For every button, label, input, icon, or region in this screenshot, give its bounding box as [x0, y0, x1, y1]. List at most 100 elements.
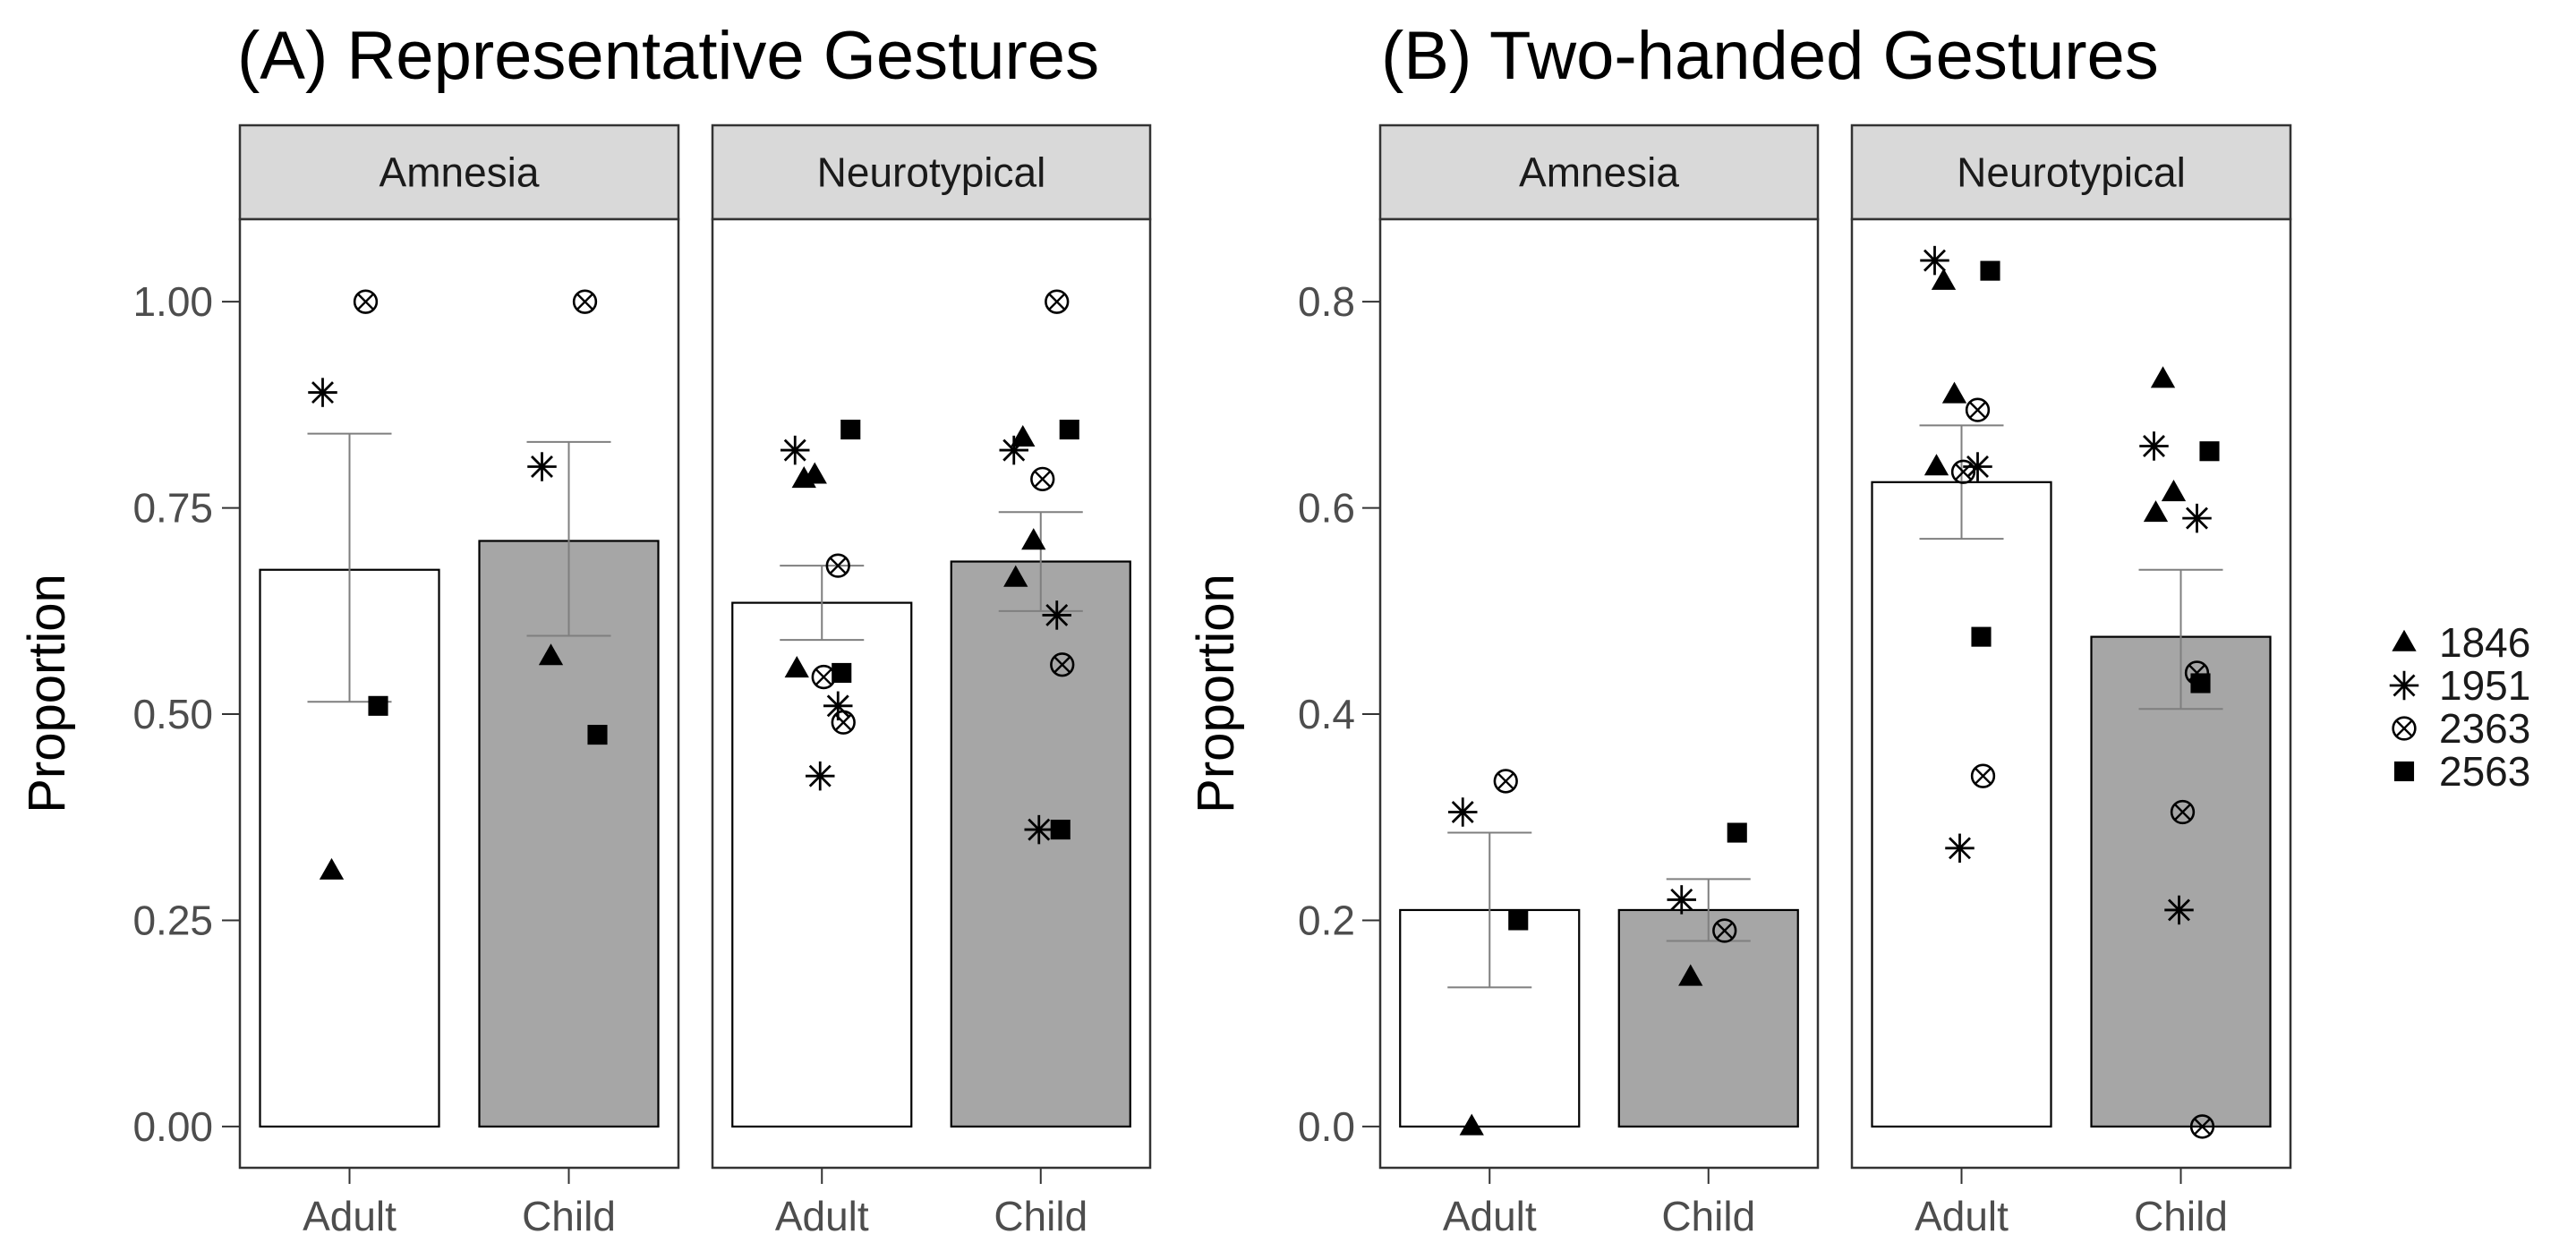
- facet-panel-border: [238, 217, 680, 1170]
- marker-cross-line: [1497, 772, 1514, 790]
- marker-cross-line: [1969, 401, 1986, 419]
- error-bar: [526, 440, 611, 637]
- data-point-2363: [1950, 459, 1976, 484]
- facet-strip-label: Neurotypical: [817, 149, 1046, 196]
- data-point-2363: [1965, 397, 1991, 422]
- marker-circle: [1030, 466, 1055, 491]
- marker-circle: [1712, 918, 1737, 943]
- marker-asterisk-line: [2186, 506, 2208, 530]
- marker-asterisk-line: [2393, 674, 2416, 697]
- data-point-2563: [832, 662, 852, 684]
- x-tick-label: Child: [994, 1193, 1088, 1239]
- data-point-1846: [1021, 528, 1046, 550]
- legend-marker-triangle: [2392, 629, 2417, 651]
- legend-marker-asterisk: [2389, 670, 2419, 701]
- x-tick-label: Adult: [775, 1193, 869, 1239]
- y-tick-label: 0.4: [1298, 691, 1355, 737]
- data-point-1951: [1667, 885, 1696, 915]
- data-point-2563: [1980, 260, 2000, 281]
- facet-strip: [1378, 123, 1820, 221]
- data-point-2363: [831, 710, 856, 735]
- legend-label: 2363: [2439, 705, 2530, 752]
- y-tick-label: 0.2: [1298, 897, 1355, 943]
- facet-strip: [1850, 123, 2292, 221]
- facet-panel-border: [1378, 217, 1820, 1170]
- bar-child: [478, 540, 660, 1128]
- y-tick-label: 0.8: [1298, 278, 1355, 325]
- data-point-2363: [2170, 799, 2196, 825]
- y-tick-label: 1.00: [132, 278, 213, 325]
- data-point-1951: [999, 435, 1028, 465]
- data-point-1846: [1003, 565, 1028, 587]
- marker-cross-line: [1053, 656, 1071, 674]
- data-point-2563: [1059, 419, 1079, 440]
- marker-cross-line: [357, 293, 374, 311]
- y-tick-label: 0.6: [1298, 485, 1355, 532]
- marker-asterisk-line: [1923, 249, 1946, 272]
- facet-strip-label: Neurotypical: [1957, 149, 2186, 196]
- y-axis-title: Proportion: [1187, 574, 1245, 813]
- marker-asterisk-line: [783, 438, 806, 462]
- legend-entry-1951: 1951: [2389, 662, 2530, 709]
- x-tick-label: Child: [522, 1193, 616, 1239]
- data-point-2563: [1971, 626, 1992, 647]
- marker-asterisk-line: [808, 764, 832, 787]
- marker-circle: [2392, 716, 2417, 741]
- legend-label: 2563: [2439, 748, 2530, 795]
- bar-child: [2090, 635, 2272, 1128]
- data-point-1951: [780, 435, 810, 465]
- facet-neurotypical: Neurotypical Adult Child: [1850, 123, 2292, 1239]
- marker-cross-line: [1975, 767, 1992, 785]
- legend-label: 1846: [2439, 619, 2530, 666]
- marker-asterisk-line: [531, 455, 553, 479]
- data-point-1951: [1024, 814, 1053, 845]
- marker-cross-line: [1048, 293, 1066, 311]
- data-point-1951: [1920, 245, 1949, 276]
- marker-circle: [353, 289, 379, 314]
- y-tick-label: 0.25: [132, 897, 213, 943]
- chart-title: (B) Two-handed Gestures: [1381, 18, 2159, 94]
- facet-strip-label: Amnesia: [380, 149, 540, 196]
- chart-panel-a: (A) Representative Gestures Proportion 0.0…: [18, 18, 1152, 1239]
- marker-circle: [2189, 1114, 2215, 1139]
- facet-neurotypical: Neurotypical Adult Child: [711, 123, 1152, 1239]
- data-point-1846: [319, 857, 345, 880]
- data-point-1846: [2150, 366, 2176, 388]
- marker-asterisk-line: [1966, 455, 1989, 479]
- legend-label: 1951: [2439, 662, 2530, 709]
- error-bar: [1666, 878, 1751, 942]
- data-point-1846: [1931, 268, 1957, 290]
- marker-asterisk-line: [1949, 837, 1971, 860]
- marker-circle: [1965, 397, 1991, 422]
- data-point-1951: [527, 452, 557, 481]
- facet-amnesia: Amnesia Adult Child: [1378, 123, 1820, 1239]
- marker-asterisk-line: [2168, 898, 2190, 922]
- marker-asterisk-line: [826, 694, 849, 718]
- x-tick-label: Adult: [303, 1193, 397, 1239]
- y-tick-label: 0.75: [132, 485, 213, 532]
- legend-marker-square: [2393, 761, 2415, 782]
- marker-asterisk-line: [1670, 888, 1693, 911]
- legend-marker-circle-cross: [2392, 716, 2417, 741]
- marker-cross-line: [576, 293, 593, 311]
- marker-circle: [1970, 763, 1996, 788]
- data-point-1846: [1923, 454, 1949, 476]
- data-point-1951: [2182, 503, 2212, 533]
- marker-circle: [1050, 652, 1075, 677]
- facet-panel-border: [1850, 217, 2292, 1170]
- data-point-2563: [1050, 820, 1070, 840]
- error-bar: [998, 511, 1083, 612]
- legend-entry-1846: 1846: [2392, 619, 2530, 666]
- marker-asterisk-line: [311, 381, 334, 404]
- data-point-2563: [368, 695, 388, 716]
- marker-asterisk-line: [1028, 818, 1051, 841]
- data-point-1951: [2164, 895, 2194, 925]
- data-point-1951: [1042, 600, 1071, 630]
- marker-asterisk-line: [1045, 603, 1069, 626]
- x-tick-label: Adult: [1915, 1193, 2009, 1239]
- bar-child: [1617, 908, 1799, 1128]
- data-point-1951: [806, 761, 835, 791]
- marker-cross-line: [1716, 922, 1734, 940]
- facet-amnesia: Amnesia Adult Child: [238, 123, 680, 1239]
